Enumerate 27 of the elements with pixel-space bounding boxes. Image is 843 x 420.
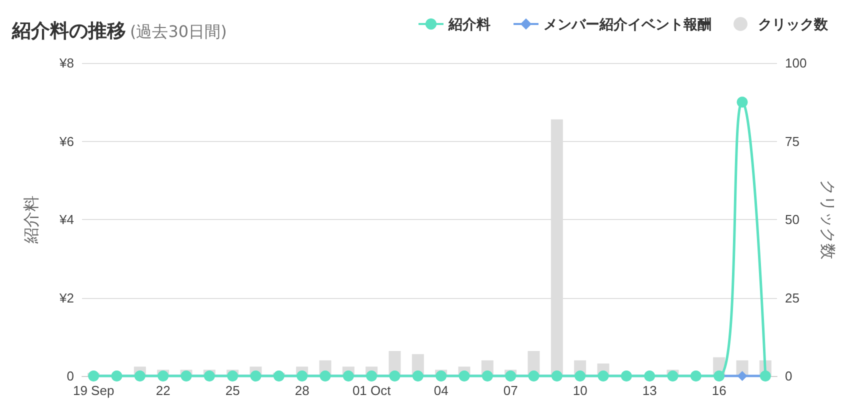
chart-subtitle: (過去30日間) (130, 22, 227, 41)
y-tick-label: 0 (66, 368, 74, 384)
y-tick-label: ¥4 (58, 212, 74, 227)
x-tick-label: 04 (434, 383, 448, 398)
x-tick-label: 01 Oct (352, 383, 392, 398)
y-tick-label: ¥6 (58, 134, 74, 149)
y-axis-title: 紹介料 (22, 196, 40, 244)
y2-tick-label: 0 (785, 368, 792, 384)
chart-title: 紹介料の推移 (12, 20, 126, 42)
y2-tick-label: 25 (785, 290, 800, 306)
y-tick-label: ¥8 (58, 56, 74, 70)
y2-tick-label: 50 (785, 212, 800, 227)
x-tick-label: 19 Sep (72, 383, 114, 398)
legend-label: クリック数 (758, 16, 829, 32)
x-tick-label: 07 (503, 383, 518, 398)
x-tick-label: 10 (572, 383, 588, 398)
x-tick-label: 22 (156, 383, 170, 398)
x-tick-label: 13 (642, 383, 657, 398)
legend-label: 紹介料 (448, 16, 490, 32)
y2-tick-label: 75 (785, 134, 800, 149)
x-tick-label: 25 (225, 383, 240, 398)
y-tick-label: ¥2 (58, 290, 74, 306)
y2-tick-label: 100 (785, 56, 807, 70)
x-tick-label: 16 (712, 383, 726, 398)
x-tick-label: 28 (294, 383, 310, 398)
legend-label: メンバー紹介イベント報酬 (544, 16, 712, 32)
y2-axis-title: クリック数 (818, 180, 836, 260)
